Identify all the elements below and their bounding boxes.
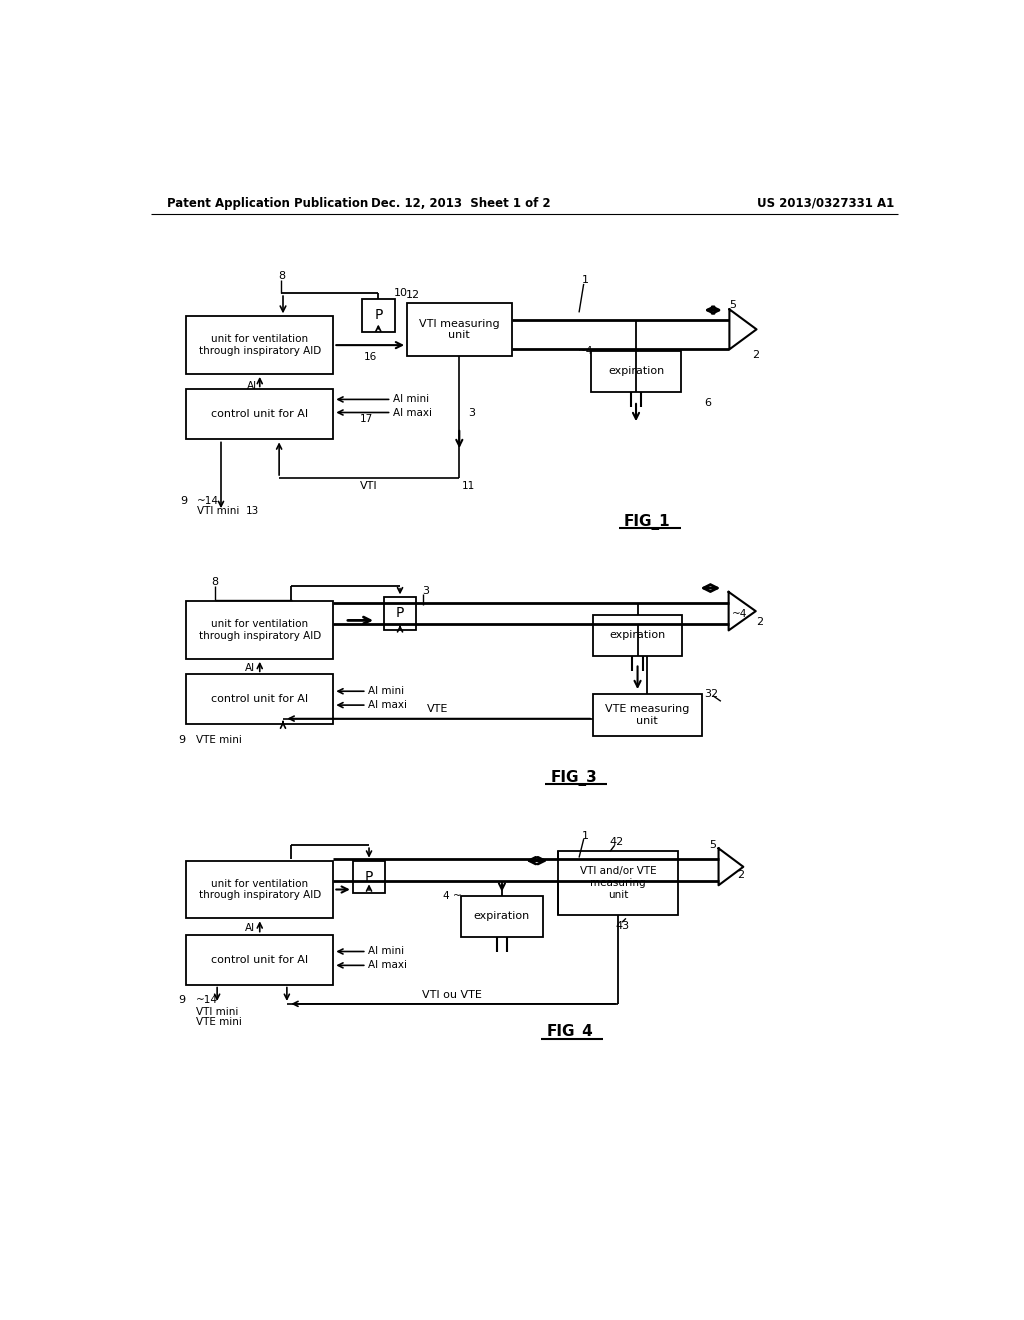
- Bar: [593, 693, 701, 737]
- Text: P: P: [374, 309, 383, 322]
- Bar: [186, 675, 334, 725]
- Text: P: P: [365, 870, 373, 884]
- Bar: [592, 351, 681, 392]
- Bar: [362, 300, 394, 331]
- Text: unit for ventilation
through inspiratory AID: unit for ventilation through inspiratory…: [199, 879, 321, 900]
- Text: unit for ventilation
through inspiratory AID: unit for ventilation through inspiratory…: [199, 619, 321, 640]
- Text: VTI ou VTE: VTI ou VTE: [422, 990, 482, 999]
- Text: ~4: ~4: [578, 346, 593, 356]
- Text: FIG_4: FIG_4: [547, 1024, 593, 1040]
- Text: AI maxi: AI maxi: [369, 961, 408, 970]
- Text: 2: 2: [753, 350, 760, 360]
- Text: AI mini: AI mini: [369, 946, 404, 957]
- Text: P: P: [396, 606, 404, 620]
- Text: 9: 9: [178, 735, 185, 744]
- Text: 11: 11: [462, 480, 475, 491]
- Text: Dec. 12, 2013  Sheet 1 of 2: Dec. 12, 2013 Sheet 1 of 2: [372, 197, 551, 210]
- Text: 13: 13: [246, 506, 259, 516]
- Text: expiration: expiration: [609, 631, 666, 640]
- Text: 3: 3: [422, 586, 429, 597]
- Text: VTE: VTE: [427, 705, 449, 714]
- Text: VTI mini: VTI mini: [197, 506, 240, 516]
- Text: AI mini: AI mini: [393, 395, 429, 404]
- Text: 1: 1: [582, 832, 589, 841]
- Text: 5: 5: [729, 300, 736, 310]
- Text: US 2013/0327331 A1: US 2013/0327331 A1: [757, 197, 894, 210]
- Text: 3: 3: [468, 408, 475, 417]
- Text: AI: AI: [246, 924, 256, 933]
- Text: 16: 16: [364, 352, 377, 362]
- Bar: [384, 597, 417, 630]
- Text: AI maxi: AI maxi: [369, 700, 408, 710]
- Text: 9: 9: [180, 496, 187, 506]
- Bar: [186, 935, 334, 985]
- Text: VTI measuring
unit: VTI measuring unit: [419, 318, 500, 341]
- Text: 17: 17: [360, 413, 374, 424]
- Text: VTE mini: VTE mini: [197, 735, 242, 744]
- Bar: [186, 389, 334, 440]
- Text: 1: 1: [582, 275, 589, 285]
- Bar: [558, 851, 678, 915]
- Text: 8: 8: [278, 271, 285, 281]
- Text: VTI: VTI: [360, 480, 378, 491]
- Text: FIG_3: FIG_3: [550, 771, 597, 787]
- Text: AI: AI: [247, 380, 257, 391]
- Text: expiration: expiration: [608, 367, 665, 376]
- Text: unit for ventilation
through inspiratory AID: unit for ventilation through inspiratory…: [199, 334, 321, 356]
- Text: VTI and/or VTE
measuring
unit: VTI and/or VTE measuring unit: [580, 866, 656, 899]
- Text: 8: 8: [211, 577, 218, 587]
- Text: 4 ~: 4 ~: [442, 891, 461, 902]
- Text: AI: AI: [246, 663, 256, 673]
- Text: ~14: ~14: [197, 995, 218, 1005]
- Text: AI maxi: AI maxi: [393, 408, 432, 417]
- Bar: [186, 861, 334, 919]
- Bar: [352, 861, 385, 892]
- Text: control unit for AI: control unit for AI: [211, 694, 308, 705]
- Text: 9: 9: [178, 995, 185, 1005]
- Text: Patent Application Publication: Patent Application Publication: [167, 197, 368, 210]
- Text: VTE mini: VTE mini: [197, 1016, 242, 1027]
- Text: expiration: expiration: [474, 912, 530, 921]
- Text: 42: 42: [609, 837, 624, 847]
- Text: 2: 2: [736, 870, 743, 879]
- Text: 12: 12: [407, 290, 420, 301]
- Text: ~4: ~4: [732, 610, 748, 619]
- Bar: [593, 615, 682, 656]
- Text: 2: 2: [756, 616, 763, 627]
- Text: control unit for AI: control unit for AI: [211, 409, 308, 420]
- Text: 32: 32: [705, 689, 719, 698]
- Text: ~14: ~14: [197, 496, 219, 506]
- Text: VTI mini: VTI mini: [197, 1007, 239, 1016]
- Text: VTE measuring
unit: VTE measuring unit: [605, 704, 689, 726]
- Text: control unit for AI: control unit for AI: [211, 954, 308, 965]
- Text: FIG_1: FIG_1: [624, 513, 671, 529]
- Text: 6: 6: [705, 399, 712, 408]
- Bar: [186, 601, 334, 659]
- Text: AI mini: AI mini: [369, 686, 404, 696]
- Bar: [186, 317, 334, 374]
- Text: 5: 5: [710, 841, 717, 850]
- Text: 43: 43: [615, 921, 629, 931]
- Bar: [461, 896, 543, 937]
- Text: 10: 10: [394, 288, 408, 298]
- Bar: [407, 304, 512, 355]
